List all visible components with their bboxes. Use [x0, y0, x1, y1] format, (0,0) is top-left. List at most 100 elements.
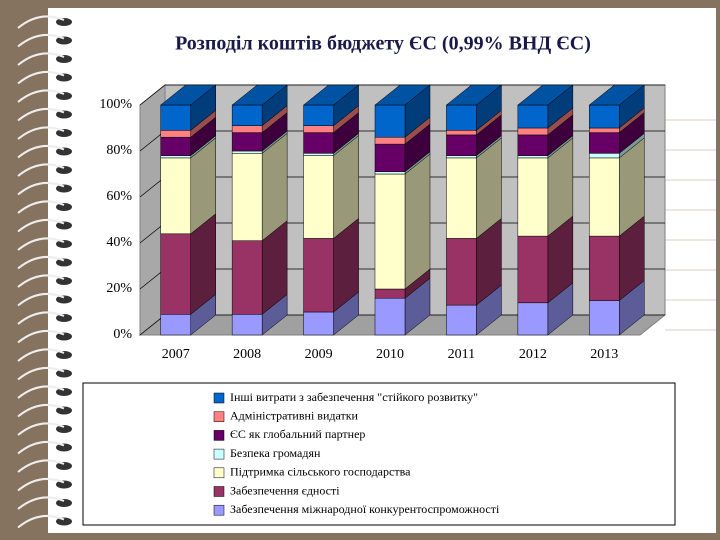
- coil: [17, 218, 65, 233]
- bar: [374, 104, 406, 138]
- ring: [56, 480, 72, 489]
- x-tick-label: 2011: [448, 347, 475, 362]
- ring: [56, 332, 72, 341]
- bar: [160, 233, 191, 315]
- coil: [17, 126, 65, 140]
- bar-top: [588, 84, 645, 106]
- coil: [17, 311, 65, 325]
- bar: [446, 157, 477, 239]
- legend-swatch: [213, 430, 225, 441]
- bar: [517, 157, 549, 237]
- legend-label: Забезпечення міжнародної конкурентоспром…: [230, 502, 500, 516]
- y-tick-label: 40%: [106, 235, 132, 250]
- coil: [17, 274, 65, 288]
- ring: [56, 129, 72, 137]
- ring: [56, 277, 72, 285]
- legend-swatch: [213, 486, 225, 497]
- ring: [56, 147, 72, 156]
- bar: [589, 157, 620, 237]
- ring: [56, 184, 72, 193]
- coil: [17, 477, 65, 492]
- bar-top: [374, 84, 431, 106]
- bar: [446, 104, 477, 131]
- ring: [56, 203, 72, 211]
- bar: [374, 297, 406, 336]
- bar-top: [445, 84, 503, 106]
- bar: [517, 235, 549, 304]
- bar: [374, 143, 406, 172]
- coil: [17, 348, 65, 362]
- ring: [56, 517, 72, 526]
- bar: [231, 150, 263, 154]
- bar: [374, 136, 406, 145]
- legend-label: Безпека громадян: [230, 446, 321, 460]
- ring: [56, 462, 72, 470]
- bar: [589, 132, 620, 154]
- coil: [17, 15, 65, 29]
- bar: [446, 304, 477, 336]
- bar: [303, 153, 334, 156]
- bar: [231, 132, 263, 152]
- legend-label: Підтримка сільського господарства: [230, 465, 411, 479]
- coil: [17, 33, 65, 48]
- bar: [446, 155, 477, 159]
- bar: [160, 314, 191, 336]
- bar: [303, 104, 334, 126]
- legend-label: Інші витрати з забезпечення "стійкого ро…: [230, 390, 478, 404]
- coil: [17, 459, 65, 473]
- bar: [589, 300, 620, 336]
- ring: [56, 240, 72, 248]
- coil: [17, 89, 65, 103]
- coil: [17, 422, 65, 436]
- ring: [56, 221, 72, 230]
- ring: [56, 166, 72, 174]
- coil: [17, 237, 65, 251]
- bar: [160, 155, 191, 159]
- coil: [17, 163, 65, 177]
- bar-top: [517, 84, 574, 106]
- y-tick-label: 100%: [99, 97, 132, 112]
- ring: [56, 92, 72, 100]
- legend-label: Забезпечення єдності: [230, 483, 340, 497]
- bar-top: [231, 84, 288, 106]
- coil: [17, 144, 65, 159]
- ring: [56, 18, 72, 26]
- bar: [231, 240, 263, 315]
- bar: [231, 125, 263, 133]
- ring: [56, 369, 72, 378]
- bar: [517, 302, 549, 336]
- ring: [56, 443, 72, 452]
- coil: [17, 70, 65, 85]
- coil: [17, 514, 65, 529]
- bar: [303, 238, 334, 313]
- chart-title: Розподіл коштів бюджету ЄС (0,99% ВНД ЄС…: [175, 33, 591, 55]
- ring: [56, 110, 72, 119]
- ruled-lines: [665, 119, 716, 331]
- x-tick-label: 2009: [305, 347, 333, 362]
- coil: [17, 440, 65, 455]
- x-tick-label: 2007: [162, 347, 190, 362]
- y-tick-label: 20%: [106, 281, 132, 296]
- x-tick-label: 2010: [376, 347, 404, 362]
- ring: [56, 425, 72, 433]
- ring: [56, 351, 72, 359]
- ring: [56, 73, 72, 82]
- legend-label: Адміністративні видатки: [230, 408, 359, 422]
- bar-side: [404, 153, 431, 290]
- coil: [17, 255, 65, 270]
- coil: [17, 403, 65, 418]
- coil: [17, 107, 65, 122]
- bar: [517, 104, 549, 129]
- bar: [303, 155, 334, 239]
- bar: [303, 132, 334, 154]
- bar: [160, 130, 191, 138]
- coil: [17, 181, 65, 196]
- ring: [56, 36, 72, 45]
- bar: [517, 134, 549, 156]
- y-tick-label: 80%: [106, 143, 132, 158]
- bar: [160, 157, 191, 235]
- ring: [56, 55, 72, 63]
- binding: [17, 15, 72, 529]
- bar: [446, 130, 477, 136]
- legend-swatch: [213, 467, 225, 479]
